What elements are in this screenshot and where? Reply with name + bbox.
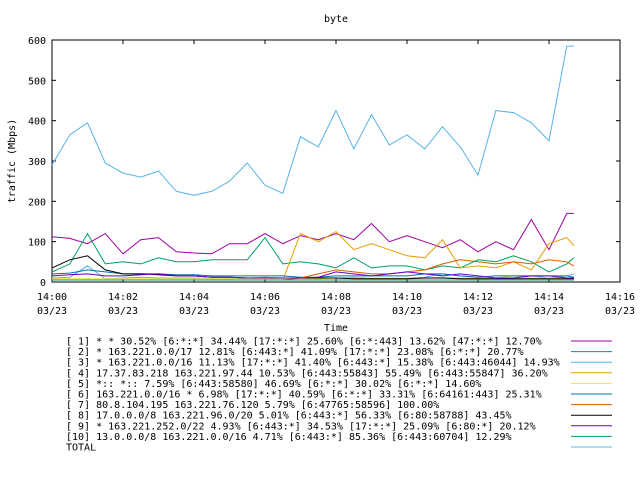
- legend-label: [ 7] 80.8.104.195 163.221.76.120 5.79% […: [66, 400, 439, 411]
- y-axis: 0 100 200 300 400 500 600: [28, 36, 620, 289]
- legend-label: [ 8] 17.0.0.0/8 163.221.96.0/20 5.01% [6…: [66, 411, 512, 422]
- y-tick-label: 300: [28, 157, 46, 168]
- x-tick-date-label: 03/23: [463, 306, 493, 317]
- legend-label: [ 1] * * 30.52% [6:*:*] 34.44% [17:*:*] …: [66, 337, 542, 348]
- legend-label: TOTAL: [66, 443, 96, 454]
- x-tick-time-label: 14:06: [250, 292, 280, 303]
- legend-label: [10] 13.0.0.0/8 163.221.0.0/16 4.71% [6:…: [66, 432, 512, 443]
- series-lines: [51, 45, 575, 281]
- y-tick-label: 500: [28, 76, 46, 87]
- legend-label: [ 9] * 163.221.252.0/22 4.93% [6:443:*] …: [66, 421, 536, 432]
- series-line-2: [51, 232, 575, 273]
- legend: [ 1] * * 30.52% [6:*:*] 34.44% [17:*:*] …: [66, 337, 612, 454]
- y-tick-label: 400: [28, 117, 46, 128]
- x-tick-date-label: 03/23: [179, 306, 209, 317]
- y-axis-label: traffic (Mbps): [7, 119, 18, 203]
- series-line-1: [51, 212, 574, 255]
- y-tick-label: 0: [40, 278, 46, 289]
- x-tick-time-label: 14:14: [534, 292, 564, 303]
- x-tick-date-label: 03/23: [605, 306, 635, 317]
- legend-label: [ 3] * 163.221.0.0/16 11.13% [17:*:*] 41…: [66, 358, 560, 369]
- y-tick-label: 200: [28, 197, 46, 208]
- x-tick-date-label: 03/23: [321, 306, 351, 317]
- x-tick-date-label: 03/23: [108, 306, 138, 317]
- y-tick-label: 100: [28, 238, 46, 249]
- x-tick-date-label: 03/23: [392, 306, 422, 317]
- x-tick-time-label: 14:02: [108, 292, 138, 303]
- plot-area-frame: [51, 39, 621, 283]
- x-tick-time-label: 14:12: [463, 292, 493, 303]
- x-tick-time-label: 14:08: [321, 292, 351, 303]
- series-line-8: [51, 255, 574, 280]
- x-tick-date-label: 03/23: [250, 306, 280, 317]
- legend-label: [ 4] 17.37.83.218 163.221.97.44 10.53% […: [66, 368, 548, 379]
- x-tick-time-label: 14:10: [392, 292, 422, 303]
- x-axis-label: Time: [324, 323, 348, 334]
- x-axis: 14:00 03/23 14:02 03/23 14:04 03/23 14:06 03/23…: [37, 40, 635, 317]
- legend-label: [ 6] 163.221.0.0/16 * 6.98% [17:*:*] 40.…: [66, 390, 542, 401]
- x-tick-time-label: 14:00: [37, 292, 67, 303]
- y-tick-label: 600: [28, 36, 46, 47]
- series-line-9: [51, 271, 574, 279]
- chart-title: byte: [324, 14, 348, 25]
- x-tick-time-label: 14:16: [605, 292, 635, 303]
- x-tick-date-label: 03/23: [37, 306, 67, 317]
- x-tick-date-label: 03/23: [534, 306, 564, 317]
- legend-label: [ 5] *:: *:: 7.59% [6:443:58580] 46.69% …: [66, 379, 481, 390]
- x-tick-time-label: 14:04: [179, 292, 209, 303]
- legend-label: [ 2] * 163.221.0.0/17 12.81% [6:443:*] 4…: [66, 347, 524, 358]
- series-line-11: [51, 45, 574, 196]
- series-line-4: [52, 230, 575, 281]
